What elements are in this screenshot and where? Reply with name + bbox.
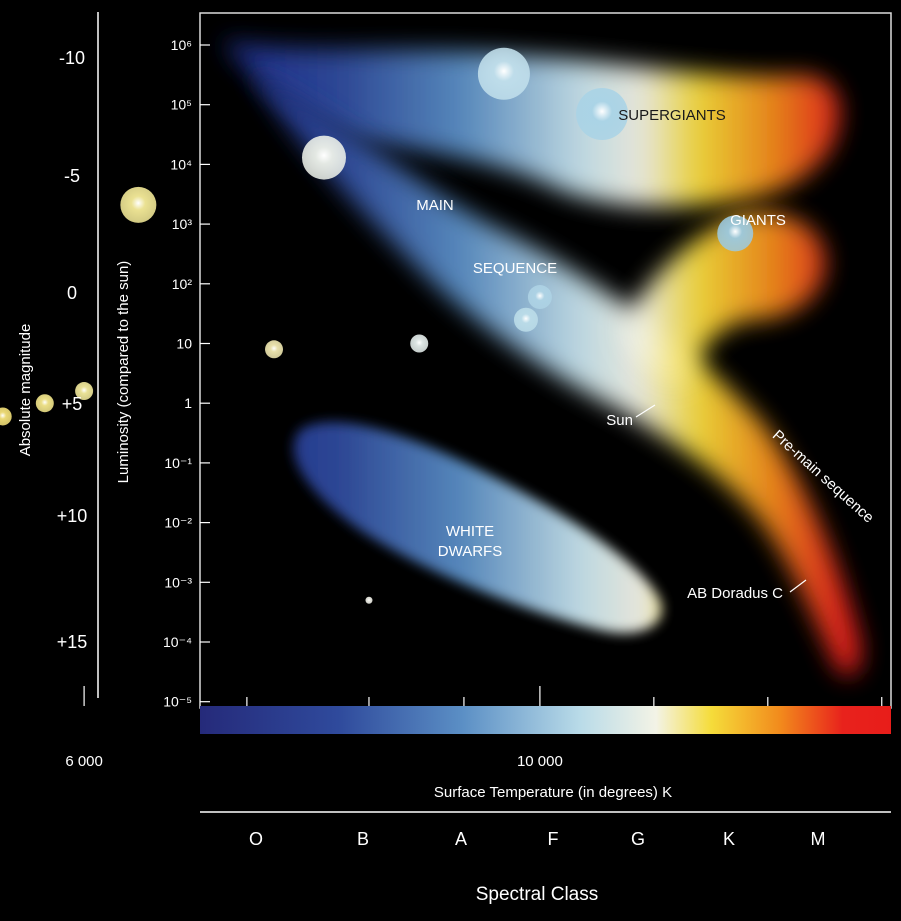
star-point bbox=[365, 596, 373, 604]
giant-band bbox=[620, 212, 826, 386]
sequence-bands bbox=[222, 40, 861, 677]
white-dwarfs-line: WHITE bbox=[446, 523, 494, 540]
main-sequence-band bbox=[250, 70, 861, 677]
star-point bbox=[513, 307, 538, 332]
sun-label: Sun bbox=[606, 412, 633, 429]
y-tick-label: 10² bbox=[172, 276, 193, 292]
spectral-class-G: G bbox=[631, 829, 645, 849]
ab-doradus-label: AB Doradus C bbox=[687, 585, 783, 602]
white-dwarfs-line: DWARFS bbox=[438, 543, 502, 560]
label-giants: GIANTS bbox=[730, 212, 786, 229]
spectral-class-F: F bbox=[548, 829, 559, 849]
region-labels: SUPERGIANTS GIANTS MAIN SEQUENCE WHITE DW… bbox=[416, 107, 786, 560]
star-point bbox=[301, 135, 346, 180]
x-tick-label: 10 000 bbox=[517, 753, 563, 770]
magnitude-tick-label: -10 bbox=[59, 48, 85, 68]
star-point bbox=[576, 87, 629, 140]
label-white-dwarfs: WHITE DWARFS bbox=[438, 523, 502, 560]
label-supergiants: SUPERGIANTS bbox=[618, 107, 726, 124]
star-point bbox=[410, 334, 429, 353]
magnitude-tick-label: +10 bbox=[57, 506, 88, 526]
star-point bbox=[35, 394, 54, 413]
spectral-class-B: B bbox=[357, 829, 369, 849]
ab-doradus-arrow bbox=[789, 579, 807, 593]
y-axis-ticks: 10⁶ 10⁵ 10⁴ 10³ 10² 10 1 10⁻¹ 10⁻² 10⁻³ 10⁻⁴ 10⁻⁵ bbox=[163, 37, 210, 710]
y-tick-label: 10⁻¹ bbox=[164, 455, 192, 471]
y-tick-label: 10⁻² bbox=[164, 515, 192, 531]
star-point bbox=[0, 407, 12, 426]
y-tick-label: 10⁴ bbox=[170, 156, 192, 172]
star-point bbox=[717, 215, 754, 252]
x-tick-label: 6 000 bbox=[65, 753, 103, 770]
magnitude-tick-label: +5 bbox=[62, 394, 83, 414]
star-point bbox=[477, 47, 530, 100]
spectral-class-K: K bbox=[723, 829, 735, 849]
spectral-class-O: O bbox=[249, 829, 263, 849]
y-tick-label: 10⁻⁴ bbox=[163, 634, 192, 650]
y-tick-label: 10⁶ bbox=[171, 37, 192, 53]
sun-arrow bbox=[635, 404, 656, 418]
star-points bbox=[0, 47, 754, 604]
magnitude-tick-label: 0 bbox=[67, 283, 77, 303]
label-main: MAIN bbox=[416, 197, 454, 214]
y-tick-label: 1 bbox=[184, 395, 192, 411]
x-axis-label: Surface Temperature (in degrees) K bbox=[434, 784, 672, 801]
label-sequence: SEQUENCE bbox=[473, 260, 557, 277]
spectral-axis-label: Spectral Class bbox=[476, 884, 599, 905]
spectral-class-M: M bbox=[811, 829, 826, 849]
star-point bbox=[527, 285, 552, 310]
magnitude-ticks: -10 -5 0 +5 +10 +15 bbox=[57, 48, 88, 652]
y-tick-label: 10³ bbox=[172, 216, 193, 232]
star-point bbox=[75, 382, 94, 401]
white-dwarf-band bbox=[293, 422, 662, 634]
supergiant-band bbox=[222, 40, 840, 207]
y-tick-label: 10⁻³ bbox=[164, 574, 192, 590]
magnitude-tick-label: -5 bbox=[64, 166, 80, 186]
spectral-class-A: A bbox=[455, 829, 467, 849]
y-tick-label: 10⁻⁵ bbox=[163, 694, 192, 710]
y-tick-label: 10⁵ bbox=[171, 97, 192, 113]
star-point bbox=[120, 186, 157, 223]
y-axis-label: Luminosity (compared to the sun) bbox=[115, 261, 132, 484]
star-point bbox=[265, 340, 284, 359]
y-tick-label: 10 bbox=[176, 336, 192, 352]
temperature-colorbar bbox=[200, 706, 891, 734]
magnitude-axis-label: Absolute magnitude bbox=[17, 324, 34, 457]
magnitude-tick-label: +15 bbox=[57, 632, 88, 652]
